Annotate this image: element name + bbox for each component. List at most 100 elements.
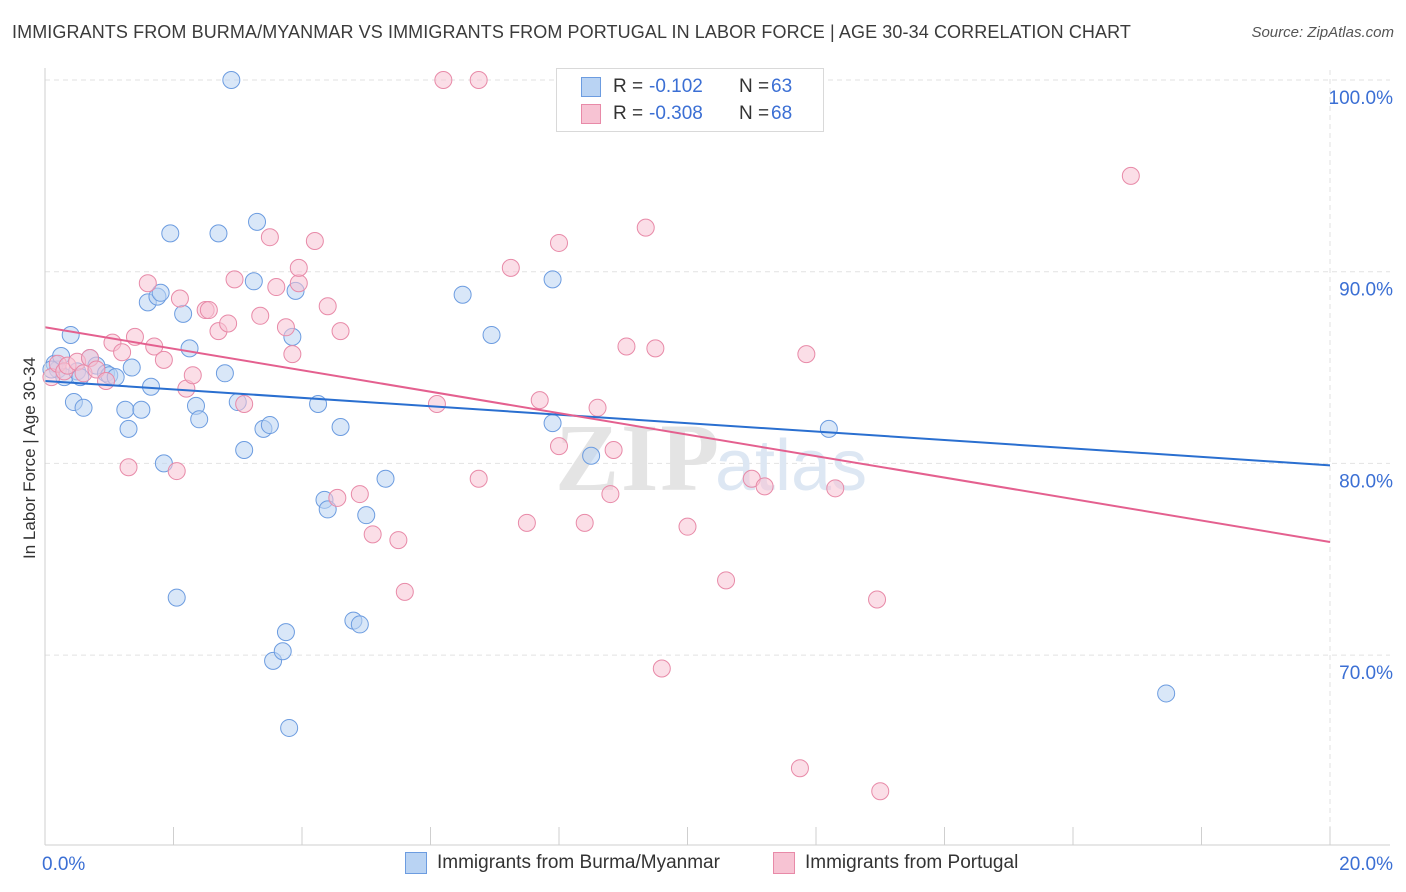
data-point: [183, 366, 202, 385]
data-point: [260, 228, 279, 247]
data-point: [267, 278, 286, 297]
data-point: [868, 590, 887, 609]
data-point: [215, 364, 234, 383]
legend-n-label: N =: [739, 76, 770, 97]
data-point: [517, 513, 536, 532]
data-point: [119, 419, 138, 438]
data-point: [305, 232, 324, 251]
y-tick-label: 80.0%: [1339, 471, 1393, 492]
grid: [45, 70, 1390, 845]
data-point: [646, 339, 665, 358]
trend-line-pink: [44, 326, 1331, 543]
y-tick-label: 90.0%: [1339, 280, 1393, 301]
y-tick-label: 100.0%: [1329, 88, 1394, 109]
data-point: [617, 337, 636, 356]
data-point: [350, 485, 369, 504]
x-tick-label: 20.0%: [1339, 854, 1393, 875]
data-point: [61, 325, 80, 344]
legend-r-value: -0.308: [649, 103, 703, 124]
data-point: [717, 571, 736, 590]
data-point: [376, 469, 395, 488]
legend-n-value: 63: [771, 76, 793, 97]
y-axis-label: In Labor Force | Age 30-34: [20, 357, 39, 559]
y-tick-label: 70.0%: [1339, 663, 1393, 684]
trend-line-blue: [44, 379, 1331, 467]
data-point: [636, 218, 655, 237]
data-point: [167, 588, 186, 607]
data-point: [289, 274, 308, 293]
data-point: [363, 525, 382, 544]
legend-row-portugal: R = -0.308 N = 68: [581, 103, 792, 125]
data-point: [652, 659, 671, 678]
legend-n-value: 68: [771, 103, 793, 124]
data-point: [543, 270, 562, 289]
data-point: [453, 285, 472, 304]
data-point: [151, 283, 170, 302]
series-portugal-points: [42, 71, 1140, 801]
data-point: [276, 318, 295, 337]
data-point: [209, 224, 228, 243]
data-point: [550, 437, 568, 456]
legend-swatch-pink: [581, 104, 601, 124]
data-point: [235, 440, 254, 459]
data-point: [427, 394, 446, 413]
legend-r-label: R =: [613, 103, 644, 124]
data-point: [154, 350, 173, 369]
data-point: [678, 517, 697, 536]
data-point: [87, 360, 106, 379]
data-point: [174, 304, 193, 323]
bottom-legend-label: Immigrants from Burma/Myanmar: [437, 852, 720, 873]
data-point: [248, 212, 267, 231]
legend-r-value: -0.102: [649, 76, 703, 97]
data-point: [251, 306, 270, 325]
trend-lines: [44, 326, 1331, 543]
data-point: [601, 485, 620, 504]
data-point: [389, 531, 408, 550]
legend-r-label: R =: [613, 76, 644, 97]
data-point: [1121, 166, 1140, 185]
data-point: [434, 71, 453, 89]
x-tick-label: 0.0%: [42, 854, 85, 875]
legend-row-burma: R = -0.102 N = 63: [581, 76, 792, 98]
data-point: [119, 458, 138, 477]
data-point: [276, 623, 295, 642]
bottom-legend-label: Immigrants from Portugal: [805, 852, 1019, 873]
data-point: [289, 258, 308, 277]
data-point: [318, 297, 337, 316]
data-point: [74, 398, 93, 417]
data-point: [199, 301, 218, 320]
data-point: [235, 394, 254, 413]
data-point: [755, 477, 774, 496]
data-point: [871, 782, 890, 801]
data-point: [575, 513, 594, 532]
data-point: [501, 258, 520, 277]
data-point: [331, 322, 350, 341]
data-point: [113, 343, 132, 362]
data-point: [318, 500, 337, 519]
data-point: [469, 71, 488, 89]
data-point: [588, 398, 607, 417]
data-point: [161, 224, 180, 243]
axes: 100.0% 90.0% 80.0% 70.0% 0.0% 20.0%: [42, 68, 1393, 875]
data-point: [819, 419, 838, 438]
bottom-legend-swatch-pink: [773, 852, 795, 874]
data-point: [395, 582, 414, 601]
data-point: [550, 233, 568, 252]
data-point: [1157, 684, 1176, 703]
data-point: [190, 410, 209, 429]
data-point: [260, 416, 279, 435]
data-point: [122, 358, 141, 377]
data-point: [482, 325, 501, 344]
data-point: [350, 615, 369, 634]
data-point: [180, 339, 199, 358]
legend-box: R = -0.102 N = 63 R = -0.308 N = 68: [556, 68, 824, 132]
legend-n-label: N =: [739, 103, 770, 124]
data-point: [225, 270, 244, 289]
data-point: [167, 462, 186, 481]
data-point: [132, 400, 151, 419]
data-point: [116, 400, 135, 419]
watermark-atlas: atlas: [715, 426, 867, 506]
source-label: Source: ZipAtlas.com: [1251, 24, 1394, 41]
data-point: [357, 506, 376, 525]
